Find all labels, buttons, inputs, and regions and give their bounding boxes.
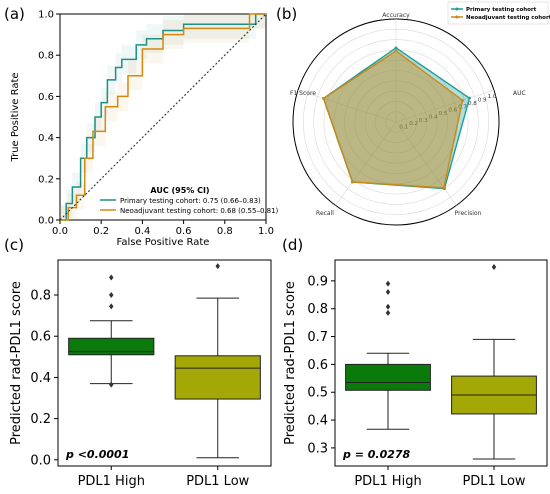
x-axis-title: False Positive Rate <box>117 237 210 248</box>
p-value-annotation: p = 0.0278 <box>342 448 411 461</box>
radar-radial-tick: 0.7 <box>458 104 467 110</box>
legend-label: Primary testing cohort: 0.75 (0.66–0.83) <box>120 197 261 205</box>
roc-curve-2 <box>60 13 266 221</box>
radar-legend-marker <box>455 15 459 19</box>
y-tick-label: 0.3 <box>307 441 328 456</box>
radar-radial-tick: 0.3 <box>419 118 428 124</box>
box-plot-frame <box>334 259 548 467</box>
radar-radial-tick: 0.9 <box>478 98 487 104</box>
y-tick-label: 0.2 <box>38 174 54 185</box>
outlier-point <box>385 289 391 296</box>
radar-point <box>351 180 354 184</box>
radar-axis-label: Precision <box>455 210 482 217</box>
radar-axis-label: Recall <box>316 210 334 217</box>
radar-point <box>322 97 325 100</box>
category-label: PDL1 High <box>354 474 421 489</box>
x-tick-label: 0.8 <box>217 226 233 237</box>
y-tick-label: 0.8 <box>38 51 54 62</box>
y-tick-label: 1.0 <box>38 10 54 21</box>
radar-radial-tick: 0.5 <box>439 111 448 117</box>
box-iqr <box>68 337 155 356</box>
y-axis-title: Predicted rad-PDL1 score <box>9 281 24 445</box>
roc-curve-1 <box>60 13 266 221</box>
outlier-point <box>109 381 114 388</box>
chance-diagonal-line <box>59 13 267 221</box>
outlier-point <box>385 280 391 287</box>
outlier-point <box>385 303 391 310</box>
radar-radial-tick: 0.8 <box>468 101 477 107</box>
radar-spoke <box>395 121 457 206</box>
y-tick-label: 0.4 <box>38 133 54 144</box>
x-tick-label: 0.0 <box>52 226 68 237</box>
radar-legend-label: Neoadjuvant testing cohort <box>466 15 550 21</box>
panel-label-b: (b) <box>276 5 297 23</box>
legend-title: AUC (95% CI) <box>150 186 209 195</box>
category-label: PDL1 Low <box>462 474 525 489</box>
roc-plot-frame <box>59 13 267 221</box>
panel-a-roc: (a) 0.0 0.2 0.4 0.6 0.8 1.0 0.0 0.2 0.4 0.6 0.8 1.0 F… <box>4 5 279 248</box>
outlier-point <box>109 292 114 299</box>
radar-spoke <box>297 89 397 123</box>
y-tick-label: 0.8 <box>307 302 328 317</box>
radar-spoke <box>395 89 495 123</box>
panel-b-radar: (b) Accuracy AUC Precision Recall F1 Score 0.1… <box>276 1 550 226</box>
panel-label: (c) <box>4 236 24 254</box>
y-tick-label: 0.6 <box>307 358 328 373</box>
y-axis-title: Predicted rad-PDL1 score <box>283 281 298 445</box>
panel-label-a: (a) <box>4 5 25 23</box>
radar-axis-label: AUC <box>513 90 526 97</box>
y-axis-title: True Positive Rate <box>10 72 21 162</box>
y-tick-label: 0.6 <box>30 330 51 345</box>
category-label: PDL1 Low <box>186 474 249 489</box>
y-tick-label: 0.0 <box>30 453 51 468</box>
radar-axis-label: F1 Score <box>290 90 316 97</box>
y-tick-label: 0.4 <box>307 414 328 429</box>
x-tick-label: 0.2 <box>93 226 109 237</box>
radar-radial-tick: 0.4 <box>429 114 438 120</box>
legend-box <box>98 186 265 218</box>
radar-radial-tick: 0.6 <box>448 108 457 114</box>
panel-c-boxplot: (c) 0.0 0.2 0.4 0.6 0.8 Predicted rad-PDL1 sco… <box>4 236 272 489</box>
radar-point <box>461 98 465 102</box>
radar-point <box>442 186 446 190</box>
box-iqr <box>345 363 431 391</box>
y-tick-label: 0.6 <box>38 92 54 103</box>
radar-radial-tick: 1.0 <box>488 94 497 100</box>
box-iqr <box>174 355 261 400</box>
x-tick-label: 0.6 <box>176 226 192 237</box>
roc-confidence-band <box>60 14 266 220</box>
y-tick-label: 0.5 <box>307 386 328 401</box>
outlier-point <box>215 263 220 270</box>
panel-label: (d) <box>282 236 303 254</box>
radar-radial-tick: 0.1 <box>399 125 408 131</box>
x-tick-label: 0.4 <box>134 226 150 237</box>
radar-legend-box <box>447 1 549 25</box>
p-value-annotation: p <0.0001 <box>65 448 129 461</box>
y-tick-label: 0.0 <box>38 216 54 227</box>
radar-series-2 <box>322 50 464 189</box>
y-tick-label: 0.8 <box>30 289 51 304</box>
radar-point <box>394 46 398 50</box>
radar-point <box>394 49 398 53</box>
panel-d-boxplot: (d) 0.3 0.4 0.5 0.6 0.7 0.8 0.9 Predicted rad-PD… <box>282 236 548 489</box>
y-tick-label: 0.4 <box>30 371 51 386</box>
radar-radial-tick: 0.2 <box>409 121 418 127</box>
outlier-point <box>491 263 497 270</box>
legend-label: Neoadjuvant testing cohort: 0.68 (0.55–0… <box>120 207 279 215</box>
y-tick-label: 0.9 <box>307 274 328 289</box>
box-plot-frame <box>57 259 272 467</box>
category-label: PDL1 High <box>78 474 145 489</box>
radar-legend-marker <box>455 7 459 11</box>
y-tick-label: 0.2 <box>30 412 51 427</box>
outlier-point <box>109 274 114 281</box>
radar-legend-label: Primary testing cohort <box>466 7 537 13</box>
outlier-point <box>385 309 391 316</box>
x-tick-label: 1.0 <box>258 226 274 237</box>
radar-axis-label: Accuracy <box>382 12 410 19</box>
radar-spoke <box>335 121 397 206</box>
outlier-point <box>109 303 114 310</box>
y-tick-label: 0.7 <box>307 330 328 345</box>
radar-point <box>468 96 471 100</box>
